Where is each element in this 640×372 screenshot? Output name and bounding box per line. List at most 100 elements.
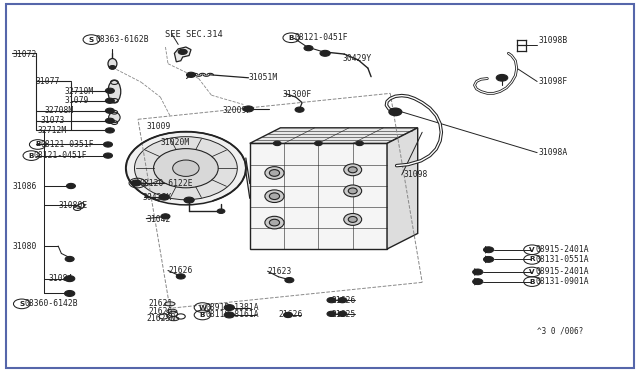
Ellipse shape xyxy=(265,190,284,202)
Ellipse shape xyxy=(348,188,357,194)
Ellipse shape xyxy=(108,80,121,103)
Text: 31084: 31084 xyxy=(49,274,73,283)
Text: 21626: 21626 xyxy=(332,296,356,305)
Ellipse shape xyxy=(154,148,218,188)
Polygon shape xyxy=(174,47,191,62)
Text: 31098: 31098 xyxy=(403,170,428,179)
Polygon shape xyxy=(387,128,418,249)
Circle shape xyxy=(273,141,281,145)
Ellipse shape xyxy=(269,170,280,176)
Text: 32712M: 32712M xyxy=(38,126,67,135)
Text: 08121-0451F: 08121-0451F xyxy=(34,151,88,160)
Text: 31086: 31086 xyxy=(12,182,36,190)
Ellipse shape xyxy=(125,132,246,205)
Text: 21625N: 21625N xyxy=(147,314,175,323)
Circle shape xyxy=(338,311,347,317)
Polygon shape xyxy=(250,143,387,249)
Circle shape xyxy=(178,49,187,54)
Text: 30429Y: 30429Y xyxy=(342,54,372,62)
Text: ^3 0 /006?: ^3 0 /006? xyxy=(537,326,584,335)
Text: 08363-6162B: 08363-6162B xyxy=(95,35,149,44)
Ellipse shape xyxy=(173,160,199,176)
Text: 32710M: 32710M xyxy=(65,87,94,96)
Text: 21623: 21623 xyxy=(268,267,292,276)
Circle shape xyxy=(184,197,194,203)
Circle shape xyxy=(224,312,234,318)
Circle shape xyxy=(338,298,347,303)
Text: 31079: 31079 xyxy=(65,96,89,105)
Text: 21625: 21625 xyxy=(332,311,356,320)
Circle shape xyxy=(186,72,195,77)
Text: 31080: 31080 xyxy=(12,241,36,250)
Text: 08915-2401A: 08915-2401A xyxy=(536,245,589,254)
Circle shape xyxy=(243,106,253,112)
Text: SEE SEC.314: SEE SEC.314 xyxy=(166,29,223,39)
Text: 31300F: 31300F xyxy=(283,90,312,99)
Circle shape xyxy=(106,108,115,113)
Circle shape xyxy=(131,180,141,186)
Text: B: B xyxy=(289,35,294,41)
Ellipse shape xyxy=(108,58,117,69)
Circle shape xyxy=(106,128,115,133)
Circle shape xyxy=(109,65,116,69)
Circle shape xyxy=(284,312,292,318)
Text: 31009: 31009 xyxy=(147,122,171,131)
Text: 32708M: 32708M xyxy=(44,106,74,115)
Circle shape xyxy=(472,279,483,285)
Text: 21626: 21626 xyxy=(278,311,303,320)
Ellipse shape xyxy=(265,167,284,179)
Text: 31080E: 31080E xyxy=(58,201,88,210)
Text: 31077: 31077 xyxy=(36,77,60,86)
Text: B: B xyxy=(35,141,40,147)
Circle shape xyxy=(65,291,75,296)
Circle shape xyxy=(389,108,402,116)
Circle shape xyxy=(295,107,304,112)
Circle shape xyxy=(327,298,336,303)
Ellipse shape xyxy=(109,112,120,123)
Text: 08915-2401A: 08915-2401A xyxy=(536,267,589,276)
Circle shape xyxy=(285,278,294,283)
Text: B: B xyxy=(200,312,205,318)
Circle shape xyxy=(472,269,483,275)
Circle shape xyxy=(224,305,234,311)
Circle shape xyxy=(315,141,322,145)
Text: 08131-0551A: 08131-0551A xyxy=(536,255,589,264)
Text: 21626: 21626 xyxy=(149,307,173,316)
Ellipse shape xyxy=(265,216,284,229)
Circle shape xyxy=(161,214,170,219)
Text: W: W xyxy=(198,305,207,311)
Text: 21626: 21626 xyxy=(168,266,193,275)
Text: R: R xyxy=(529,256,535,262)
Circle shape xyxy=(106,118,115,124)
Text: 21621: 21621 xyxy=(149,299,173,308)
Text: 30429X: 30429X xyxy=(143,193,172,202)
Circle shape xyxy=(65,256,74,262)
Circle shape xyxy=(65,276,75,282)
Circle shape xyxy=(104,153,113,158)
Circle shape xyxy=(106,98,115,103)
Text: S: S xyxy=(19,301,24,307)
Circle shape xyxy=(483,247,493,253)
Text: 31042: 31042 xyxy=(147,215,171,224)
Text: 31073: 31073 xyxy=(40,116,65,125)
Text: 08915-1381A: 08915-1381A xyxy=(205,303,259,312)
Text: V: V xyxy=(529,269,535,275)
Circle shape xyxy=(217,209,225,214)
Circle shape xyxy=(327,311,336,317)
Polygon shape xyxy=(250,128,418,143)
Circle shape xyxy=(104,142,113,147)
Circle shape xyxy=(304,45,313,51)
Text: 31098B: 31098B xyxy=(538,36,568,45)
Text: 08120-6122E: 08120-6122E xyxy=(140,179,193,187)
Text: 08121-0451F: 08121-0451F xyxy=(294,33,348,42)
Circle shape xyxy=(176,274,185,279)
Ellipse shape xyxy=(169,317,179,321)
Circle shape xyxy=(496,74,508,81)
Text: B: B xyxy=(29,153,34,158)
Text: 08360-6142B: 08360-6142B xyxy=(25,299,79,308)
Text: S: S xyxy=(89,36,94,43)
Text: 31098F: 31098F xyxy=(538,77,568,86)
Text: B: B xyxy=(529,279,535,285)
Circle shape xyxy=(106,88,115,93)
Ellipse shape xyxy=(165,302,175,306)
